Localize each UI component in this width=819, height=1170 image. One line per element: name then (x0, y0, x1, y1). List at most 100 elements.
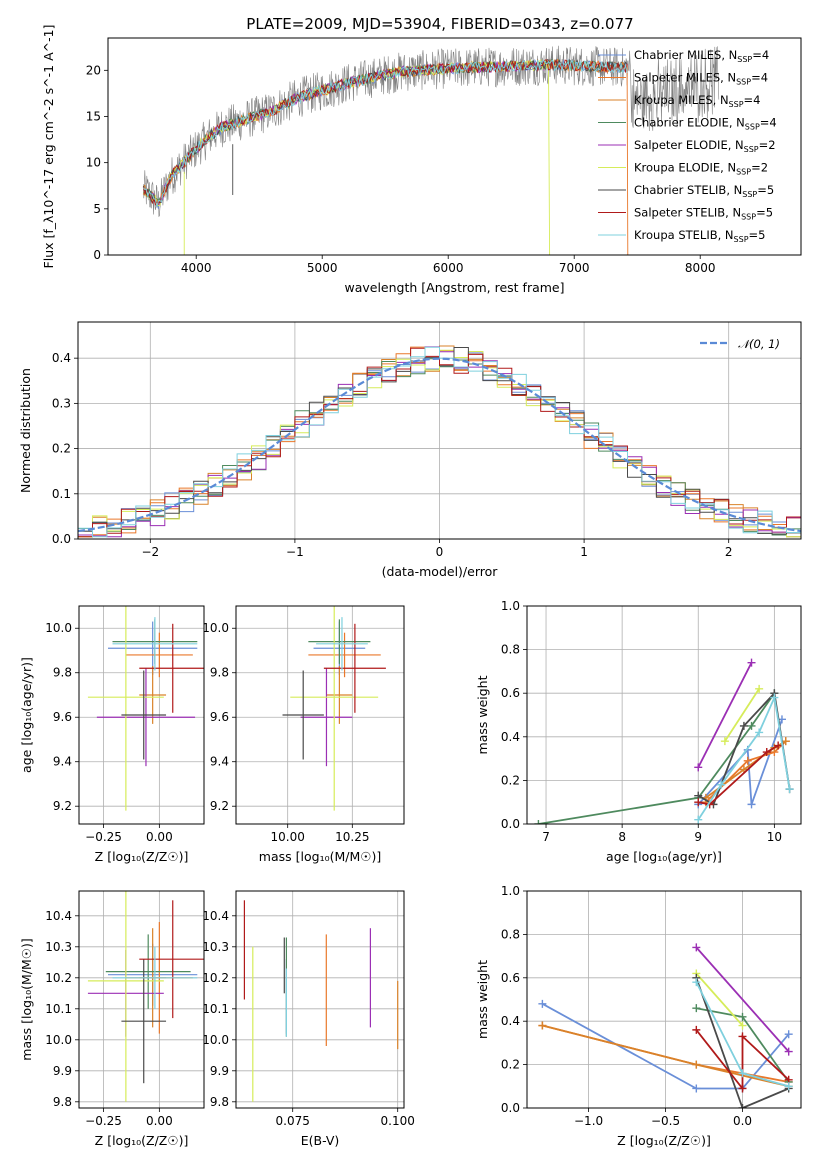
y-tick-label: 1.0 (501, 884, 520, 898)
weight-marker (692, 1004, 701, 1013)
y-tick-label: 10.1 (45, 1002, 72, 1016)
x-tick-label: 0.00 (146, 830, 173, 844)
x-tick-label: −2 (141, 545, 159, 559)
legend-entry: Chabrier STELIB, NSSP=5 (634, 183, 774, 199)
figure-title: PLATE=2009, MJD=53904, FIBERID=0343, z=0… (246, 15, 633, 33)
x-axis-label: age [log₁₀(age/yr)] (606, 849, 722, 864)
weight-marker (781, 737, 790, 746)
legend-entry: Kroupa ELODIE, NSSP=2 (634, 161, 768, 177)
weight-marker (738, 1104, 747, 1108)
axes-mass_vs_Z (79, 891, 204, 1108)
y-tick-label: 10.3 (202, 940, 229, 954)
legend-subscript: SSP (736, 78, 751, 87)
legend-suffix: =4 (752, 48, 769, 62)
legend-suffix: =5 (749, 228, 766, 242)
y-tick-label: 10.2 (45, 971, 72, 985)
x-tick-label: −0.25 (85, 830, 122, 844)
legend-subscript: SSP (742, 190, 757, 199)
weight-line (697, 719, 783, 806)
x-tick-label: 0 (436, 545, 444, 559)
weight-line (695, 977, 790, 1108)
y-tick-label: 9.9 (53, 1064, 72, 1078)
x-tick-label: 10.00 (271, 830, 305, 844)
x-tick-label: 8000 (685, 261, 716, 275)
y-tick-label: 0.2 (52, 442, 71, 456)
weight-marker (774, 741, 783, 750)
y-tick-label: 9.6 (210, 710, 229, 724)
x-tick-label: −0.5 (651, 1114, 680, 1128)
x-axis-label: mass [log₁₀(M/M☉)] (259, 849, 381, 864)
legend-subscript: SSP (737, 55, 752, 64)
legend-suffix: =4 (760, 116, 777, 130)
y-tick-label: 5 (93, 202, 101, 216)
legend-entry: Kroupa STELIB, NSSP=5 (634, 228, 765, 244)
histogram-step (78, 346, 801, 539)
x-tick-label: 6000 (433, 261, 464, 275)
plot-area-age_vs_Z (87, 606, 204, 811)
legend-suffix: =2 (751, 161, 768, 175)
weight-marker (694, 763, 703, 772)
y-tick-label: 0.0 (501, 817, 520, 831)
x-tick-label: 1 (580, 545, 588, 559)
weight-marker (738, 1032, 747, 1041)
weight-marker (784, 1047, 793, 1056)
y-tick-label: 15 (86, 109, 101, 123)
x-tick-label: 9 (694, 830, 702, 844)
weight-marker (738, 1012, 747, 1021)
y-tick-label: 9.8 (53, 1095, 72, 1109)
legend-subscript: SSP (744, 145, 759, 154)
legend-label: Salpeter STELIB, N (634, 206, 741, 220)
legend-label: Chabrier MILES, N (634, 48, 737, 62)
y-tick-label: 0.2 (501, 1058, 520, 1072)
y-axis-label: mass weight (475, 675, 490, 754)
x-tick-label: 10 (767, 830, 782, 844)
y-tick-label: 0 (93, 248, 101, 262)
weight-marker (692, 943, 701, 952)
weight-marker (743, 756, 752, 765)
plot-area-weight_vs_Z (538, 943, 793, 1108)
y-tick-label: 0.4 (501, 730, 520, 744)
weight-marker (755, 684, 764, 693)
y-tick-label: 0.0 (52, 532, 71, 546)
y-tick-label: 9.2 (53, 799, 72, 813)
legend-suffix: =4 (744, 93, 761, 107)
legend-suffix: =2 (759, 138, 776, 152)
legend-subscript: SSP (745, 123, 760, 132)
weight-marker (694, 815, 703, 824)
legend-subscript: SSP (736, 168, 751, 177)
y-tick-label: 9.4 (210, 755, 229, 769)
overlay-residuals: −2 −1 0 1 2 0.0 0.1 0.2 0.3 0.4 (data-model)/error… (18, 321, 802, 579)
axes-weight_vs_age (527, 605, 801, 825)
y-tick-label: 0.1 (52, 487, 71, 501)
y-tick-label: 0.8 (501, 927, 520, 941)
normal-curve (78, 357, 801, 533)
legend-label: Chabrier ELODIE, N (634, 116, 745, 130)
weight-marker (762, 748, 771, 757)
weight-line (695, 972, 744, 1027)
legend-entry: Kroupa MILES, NSSP=4 (634, 93, 760, 109)
legend-suffix: =5 (756, 206, 773, 220)
y-axis-label: mass weight (475, 960, 490, 1039)
weight-marker (739, 721, 748, 730)
plot-area-mass_vs_Z (87, 891, 204, 1102)
x-tick-label: 0.075 (276, 1114, 310, 1128)
axes-frame (78, 605, 205, 825)
axes-frame (78, 890, 205, 1109)
legend-label: Salpeter ELODIE, N (634, 138, 744, 152)
y-tick-label: 0.3 (52, 396, 71, 410)
weight-line (695, 1029, 790, 1092)
y-axis-label: Normed distribution (18, 368, 33, 493)
weight-marker (770, 693, 779, 702)
x-tick-label: −1 (286, 545, 304, 559)
weight-marker (747, 658, 756, 667)
plot-area-age_vs_mass (282, 606, 386, 811)
y-tick-label: 1.0 (501, 599, 520, 613)
plot-area-ebv (243, 900, 399, 1102)
x-axis-label: (data-model)/error (382, 564, 499, 579)
y-tick-label: 10.4 (202, 909, 229, 923)
plot-area-residuals (78, 345, 801, 539)
weight-line (541, 1003, 790, 1090)
weight-marker (692, 1084, 701, 1093)
plot-area-weight_vs_age (534, 658, 794, 824)
